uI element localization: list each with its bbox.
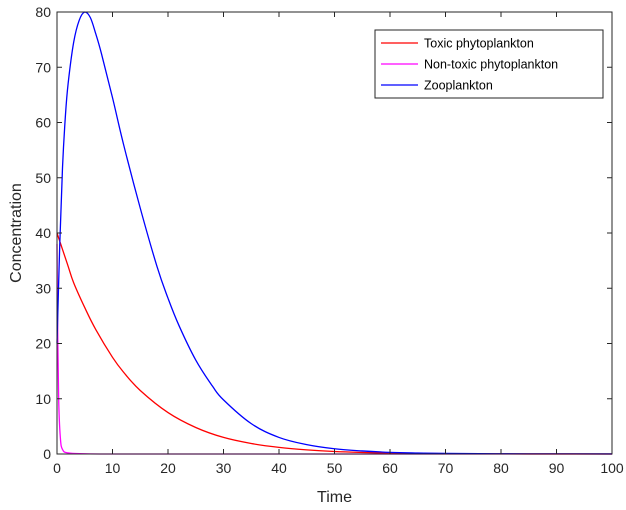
x-tick-label: 70	[438, 460, 454, 476]
x-tick-label: 40	[271, 460, 287, 476]
y-tick-label: 70	[35, 59, 51, 75]
x-tick-label: 50	[327, 460, 343, 476]
legend-entry-zooplankton: Zooplankton	[381, 79, 493, 93]
x-tick-label: 80	[493, 460, 509, 476]
legend-entry-non-toxic-phytoplankton: Non-toxic phytoplankton	[381, 58, 558, 72]
x-tick-label: 30	[216, 460, 232, 476]
legend: Toxic phytoplankton Non-toxic phytoplank…	[374, 29, 604, 99]
x-axis-label: Time	[317, 489, 352, 506]
y-tick-label: 30	[35, 280, 51, 296]
legend-label-toxic-phytoplankton: Toxic phytoplankton	[424, 37, 534, 51]
legend-entry-toxic-phytoplankton: Toxic phytoplankton	[381, 37, 534, 51]
y-tick-label: 80	[35, 4, 51, 20]
x-tick-label: 90	[549, 460, 565, 476]
x-tick-label: 20	[160, 460, 176, 476]
x-tick-label: 10	[105, 460, 121, 476]
legend-label-zooplankton: Zooplankton	[424, 79, 493, 93]
y-tick-label: 40	[35, 225, 51, 241]
x-tick-label: 0	[53, 460, 61, 476]
y-tick-label: 50	[35, 170, 51, 186]
y-axis-label: Concentration	[8, 183, 25, 283]
y-tick-label: 20	[35, 336, 51, 352]
y-tick-label: 0	[43, 446, 51, 462]
x-tick-label: 100	[600, 460, 624, 476]
x-tick-label: 60	[382, 460, 398, 476]
y-tick-label: 10	[35, 391, 51, 407]
legend-label-non-toxic-phytoplankton: Non-toxic phytoplankton	[424, 58, 558, 72]
y-tick-label: 60	[35, 115, 51, 131]
ticks-layer: 0 10 20 30 40 50 60 70 80 90 100 0 10 20 30 40 50 60 70 80	[35, 4, 623, 476]
